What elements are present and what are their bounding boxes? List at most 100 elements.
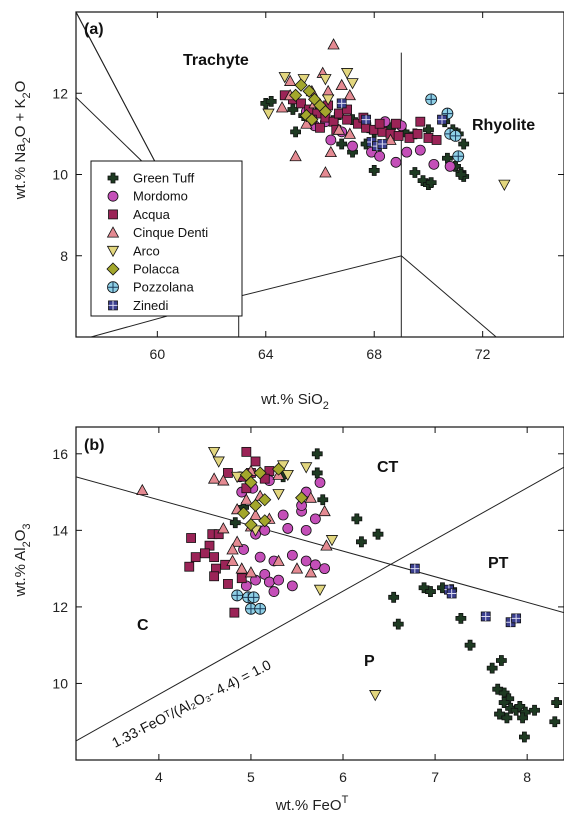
chart-a-x-tick-label: 72 (475, 346, 491, 362)
legend-label: Acqua (133, 207, 171, 222)
chart-b-boundary-line (76, 466, 564, 742)
chart-b-data-point (250, 456, 261, 467)
chart-a-data-point (414, 144, 426, 156)
chart-b-data-point (290, 562, 304, 574)
chart-a-data-point (361, 114, 371, 125)
legend-marker-square-cross-icon (108, 300, 118, 311)
chart-b-data-point (236, 573, 247, 584)
chart-a-data-point (336, 138, 348, 150)
chart-a-data-point (391, 118, 401, 129)
chart-a-y-tick-label: 10 (52, 167, 68, 183)
chart-a-data-point (262, 108, 275, 120)
chart-b-data-point (519, 731, 530, 743)
chart-b-data-point (247, 591, 260, 604)
chart-b-data-point (136, 483, 149, 496)
chart-a-data-point (336, 98, 347, 109)
chart-a-data-point (319, 166, 332, 178)
chart-b-data-point (486, 662, 498, 674)
chart-a-data-point (287, 104, 299, 115)
chart-a-data-point (374, 150, 386, 162)
chart-a-data-point (289, 149, 302, 162)
chart-a-data-point (342, 104, 353, 115)
field-label-pt: PT (488, 555, 509, 572)
chart-b-data-point (351, 513, 363, 525)
legend-label: Mordomo (133, 189, 188, 204)
legend-label: Pozzolana (133, 280, 194, 295)
chart-b-data-point (258, 514, 272, 528)
chart-b-ticks: 4 5 6 7 8 10 12 14 16 (52, 427, 564, 785)
chart-a-x-tick-label: 64 (258, 346, 274, 362)
chart-a-data-point (328, 116, 339, 127)
chart-a-data-point (315, 122, 325, 133)
chart-b-data-point (317, 494, 329, 506)
chart-a-data-point (343, 127, 356, 139)
legend-label: Green Tuff (133, 171, 195, 186)
chart-b-data-point (325, 535, 339, 547)
legend-label: Arco (133, 243, 160, 258)
chart-a-boundary-line (400, 255, 497, 337)
chart-b-data-point (300, 555, 312, 567)
chart-b-data-point (549, 716, 561, 728)
chart-b-data-point (237, 506, 251, 520)
chart-b-data-point (272, 462, 286, 476)
chart-a-data-point (325, 134, 337, 146)
chart-b-data-point (304, 566, 317, 578)
chart-a-data-point (455, 169, 467, 180)
chart-a-data-point (321, 94, 335, 106)
chart-a-data-point (384, 133, 397, 145)
chart-b-data-point (369, 690, 382, 702)
chart-a-y-tick-label: 8 (60, 248, 68, 264)
chart-b-data-point (309, 513, 321, 525)
chart-b-data-point (286, 549, 298, 561)
chart-b-data-point (223, 468, 233, 478)
chart-b-data-point (311, 448, 323, 460)
chart-b-y-tick-label: 12 (52, 599, 68, 615)
chart-b-data-point (480, 611, 491, 622)
chart-b-data-point (209, 571, 220, 582)
chart-b-data-point (446, 588, 457, 599)
chart-b-data-point (300, 462, 313, 474)
chart-a-data-point (290, 126, 302, 138)
chart-b-series-zinedi (409, 563, 522, 628)
chart-b-data-point (249, 508, 262, 520)
chart-a-series-polacca (289, 78, 332, 127)
chart-b-boundary-line (76, 476, 564, 614)
legend-marker-plus-icon (107, 172, 119, 184)
chart-b-data-point (184, 561, 195, 572)
legend-item-acqua: Acqua (108, 207, 171, 222)
chart-b-data-point (268, 586, 280, 597)
chart-b-x-axis-label: wt.% FeOT (275, 794, 349, 814)
chart-b-data-point (230, 535, 244, 547)
chart-a-data-point (452, 150, 465, 163)
legend-item-cinque-denti: Cinque Denti (106, 225, 208, 240)
chart-b-data-point (209, 552, 220, 563)
chart-b-x-tick-label: 5 (247, 769, 255, 785)
chart-b-data-point (248, 498, 263, 513)
field-label-ct: CT (377, 459, 399, 476)
chart-a-data-point (431, 135, 442, 145)
chart-a-data-point (458, 138, 470, 150)
chart-a-data-point (305, 113, 319, 127)
chart-a-boundary-line (76, 12, 169, 187)
chart-a-panel-label: (a) (84, 21, 104, 38)
legend-marker-square-icon (108, 209, 118, 220)
chart-b-data-point (356, 536, 367, 548)
chart-b-data-point (320, 539, 333, 551)
chart-b-data-point (272, 489, 285, 501)
chart-b-data-point (226, 543, 239, 555)
chart-a-data-point (275, 101, 289, 113)
chart-a-data-point (428, 158, 440, 170)
chart-b-data-point (241, 446, 252, 457)
chart-a-data-point (404, 133, 415, 143)
legend-item-pozzolana: Pozzolana (107, 280, 194, 295)
chart-b-data-point (244, 518, 258, 532)
legend-label: Cinque Denti (133, 225, 208, 240)
chart-a-data-point (324, 145, 338, 158)
chart-a-data-point (449, 130, 462, 142)
chart-a-y-axis-label: wt.% Na2O + K2O (12, 81, 33, 201)
chart-a-data-point (265, 95, 277, 107)
legend-item-green-tuff: Green Tuff (107, 171, 195, 186)
legend-item-polacca: Polacca (106, 262, 180, 277)
